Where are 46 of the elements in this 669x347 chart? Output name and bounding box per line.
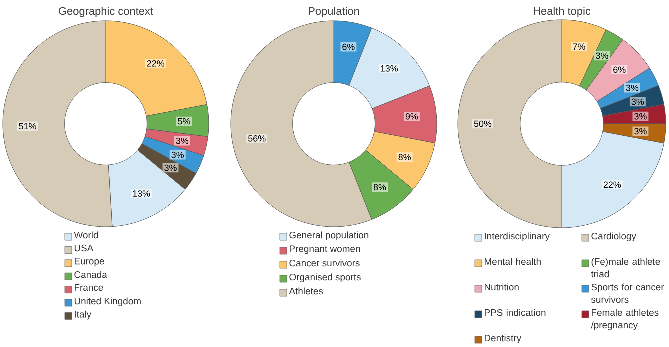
data-label: 8% [398,154,412,161]
legend-label: Dentistry [485,334,522,344]
legend-label: Female athletes /pregnancy [591,309,659,330]
data-label: 8% [374,184,386,191]
data-label: 9% [406,113,418,120]
data-label: 6% [342,44,355,50]
data-label: 3% [596,52,608,60]
data-label: 3% [164,164,177,172]
legend-label: PPS indication [485,309,546,316]
legend-label: Canada [74,271,108,278]
legend-label: Interdisciplinary [485,232,550,242]
legend-label: USA [74,244,94,252]
legend-label: Europe [74,258,104,267]
data-label: 3% [172,152,184,158]
data-label: 3% [626,84,639,92]
chart-title: Geographic context [59,7,154,18]
legend-label: United Kingdom [74,298,141,307]
data-label: 51% [19,123,36,130]
data-label: 7% [573,44,586,50]
chart-title: Health topic [534,7,591,18]
chart-title: Population [309,7,360,18]
legend-label: (Fe)male athlete triad [591,258,660,278]
legend-label: Nutrition [485,284,519,291]
data-label: 50% [474,120,492,128]
legend-label: Italy [75,310,92,320]
legend-label: Organised sports [290,274,361,283]
data-label: 56% [248,135,266,142]
data-label: 3% [634,113,647,120]
data-label: 3% [632,98,644,106]
legend-label: Cancer survivors [290,260,360,267]
data-label: 3% [634,128,647,135]
legend-label: Pregnant women [290,246,360,254]
legend-label: World [74,232,98,239]
data-label: 6% [614,66,626,74]
data-label: 13% [133,190,150,197]
data-label: 13% [381,65,398,72]
legend-label: General population [290,232,369,241]
data-label: 5% [178,118,190,125]
legend-label: Athletes [289,288,324,295]
data-label: 22% [604,182,622,188]
legend-label: France [74,284,104,292]
data-label: 3% [176,138,189,144]
legend-label: Mental health [485,258,541,266]
legend-label: Sports for cancer survivors [591,284,664,304]
data-label: 22% [147,60,165,67]
legend-label: Cardiology [592,232,636,242]
